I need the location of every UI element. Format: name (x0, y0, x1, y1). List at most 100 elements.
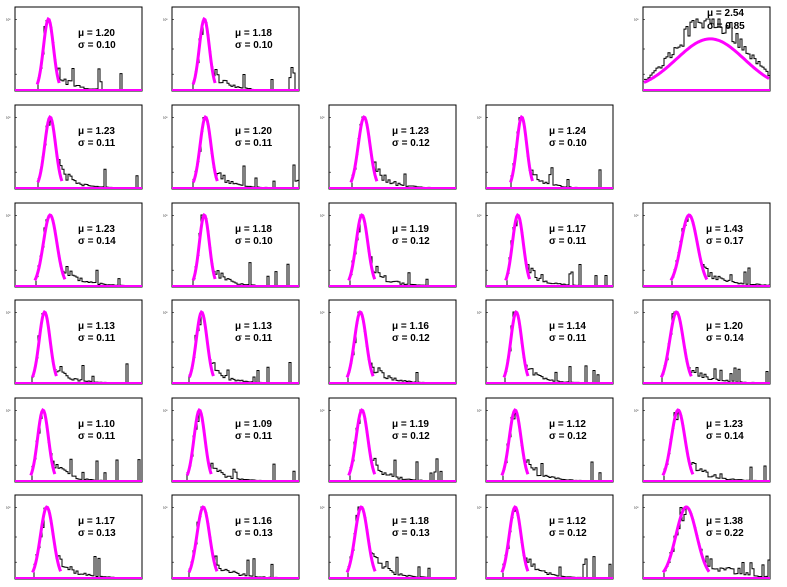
histogram-panel: 10³ μ = 1.09σ = 0.11 (163, 397, 300, 483)
histogram-panel: 10³ μ = 1.13σ = 0.11 (6, 299, 143, 385)
sigma-label: σ = 0.13 (392, 528, 430, 539)
panel-frame (642, 299, 771, 385)
mu-value: 1.23 (410, 126, 430, 137)
mu-symbol: μ = (549, 321, 567, 332)
mu-value: 1.38 (724, 516, 744, 527)
histogram-outline (487, 410, 613, 482)
mu-label: μ = 1.13 (235, 321, 272, 332)
sigma-symbol: σ = (235, 236, 253, 247)
gaussian-fit-curve (661, 505, 711, 574)
histogram-panel: 10³ μ = 1.16σ = 0.13 (163, 494, 300, 580)
sigma-label: σ = 0.14 (706, 333, 744, 344)
y-tick-label: 10³ (320, 311, 324, 315)
sigma-symbol: σ = (78, 431, 96, 442)
panel-frame (14, 6, 143, 92)
sigma-value: 0.11 (567, 333, 586, 344)
gaussian-fit-curve (36, 115, 64, 183)
y-tick-label: 10³ (477, 116, 481, 120)
sigma-symbol: σ = (235, 138, 253, 149)
mu-symbol: μ = (706, 224, 724, 235)
sigma-label: σ = 0.12 (392, 236, 430, 247)
mu-value: 1.14 (567, 321, 587, 332)
mu-label: μ = 1.19 (392, 224, 429, 235)
sigma-value: 0.11 (96, 138, 115, 149)
mu-symbol: μ = (392, 516, 410, 527)
mu-symbol: μ = (549, 224, 567, 235)
gaussian-fit-curve (30, 310, 58, 378)
sigma-label: σ = 0.13 (235, 528, 273, 539)
panel-frame (171, 202, 300, 288)
mu-value: 1.12 (567, 516, 587, 527)
mu-label: μ = 1.23 (78, 224, 115, 235)
sigma-value: 0.12 (410, 333, 430, 344)
mu-label: μ = 1.18 (392, 516, 429, 527)
gaussian-fit-curve (509, 114, 534, 183)
mu-symbol: μ = (78, 419, 96, 430)
sigma-value: 0.11 (96, 333, 115, 344)
y-tick-label: 10³ (163, 409, 167, 413)
histogram-panel: 10³ μ = 1.24σ = 0.10 (477, 104, 614, 190)
mu-label: μ = 1.17 (549, 224, 586, 235)
sigma-symbol: σ = (549, 236, 567, 247)
mu-label: μ = 1.16 (235, 516, 272, 527)
mu-label: μ = 1.12 (549, 419, 586, 430)
histogram-panel: 10³ μ = 1.23σ = 0.12 (320, 104, 457, 190)
mu-label: μ = 1.16 (392, 321, 429, 332)
mu-symbol: μ = (392, 224, 410, 235)
histogram-panel: 10³ μ = 1.23σ = 0.11 (6, 104, 143, 190)
y-tick-label: 10³ (320, 506, 324, 510)
sigma-label: σ = 0.10 (549, 138, 587, 149)
y-tick-label: 10³ (634, 18, 638, 22)
gaussian-fit-curve (33, 213, 67, 282)
gaussian-fit-curve (500, 505, 530, 573)
mu-symbol: μ = (549, 126, 567, 137)
mu-value: 1.18 (410, 516, 430, 527)
mu-value: 1.20 (724, 321, 744, 332)
sigma-symbol: σ = (392, 138, 410, 149)
histogram-panel: 10³ μ = 1.18σ = 0.10 (163, 6, 300, 92)
mu-symbol: μ = (706, 419, 724, 430)
mu-label: μ = 1.09 (235, 419, 272, 430)
y-tick-label: 10³ (6, 18, 10, 22)
mu-symbol: μ = (78, 224, 96, 235)
histogram-panel: 10³ μ = 1.14σ = 0.11 (477, 299, 614, 385)
sigma-label: σ = 0.13 (78, 528, 116, 539)
sigma-value: 0.10 (253, 40, 273, 51)
histogram-panel: 10³ μ = 1.23σ = 0.14 (634, 397, 771, 483)
mu-symbol: μ = (392, 126, 410, 137)
gaussian-fit-curve (191, 16, 217, 85)
mu-value: 1.19 (410, 419, 430, 430)
sigma-value: 0.10 (253, 236, 273, 247)
y-tick-label: 10³ (163, 116, 167, 120)
histogram-panel: 10³ μ = 1.19σ = 0.12 (320, 397, 457, 483)
sigma-value: 0.12 (410, 431, 430, 442)
y-tick-label: 10³ (6, 116, 10, 120)
mu-symbol: μ = (78, 516, 96, 527)
mu-symbol: μ = (235, 321, 253, 332)
sigma-label: σ = 0.11 (235, 333, 273, 344)
sigma-label: σ = 0.11 (78, 138, 116, 149)
y-tick-label: 10³ (320, 214, 324, 218)
sigma-value: 0.14 (96, 236, 116, 247)
gaussian-fit-curve (29, 408, 57, 476)
sigma-label: σ = 0.11 (78, 431, 116, 442)
mu-symbol: μ = (78, 321, 96, 332)
mu-label: μ = 1.20 (78, 28, 115, 39)
sigma-symbol: σ = (392, 431, 410, 442)
mu-value: 1.09 (253, 419, 273, 430)
sigma-symbol: σ = (235, 431, 253, 442)
sigma-label: σ = 0.10 (235, 236, 273, 247)
panel-frame (642, 202, 771, 288)
sigma-symbol: σ = (706, 528, 724, 539)
gaussian-fit-curve (349, 115, 379, 183)
mu-symbol: μ = (78, 126, 96, 137)
histogram-panel: 10³ μ = 1.38σ = 0.22 (634, 494, 771, 580)
gaussian-fit-curve (345, 310, 375, 378)
y-tick-label: 10³ (634, 311, 638, 315)
y-tick-label: 10³ (634, 506, 638, 510)
mu-label: μ = 1.43 (706, 224, 743, 235)
sigma-value: 0.10 (96, 40, 116, 51)
y-tick-label: 10³ (477, 409, 481, 413)
sigma-symbol: σ = (235, 528, 253, 539)
sigma-label: σ = 0.12 (549, 528, 587, 539)
